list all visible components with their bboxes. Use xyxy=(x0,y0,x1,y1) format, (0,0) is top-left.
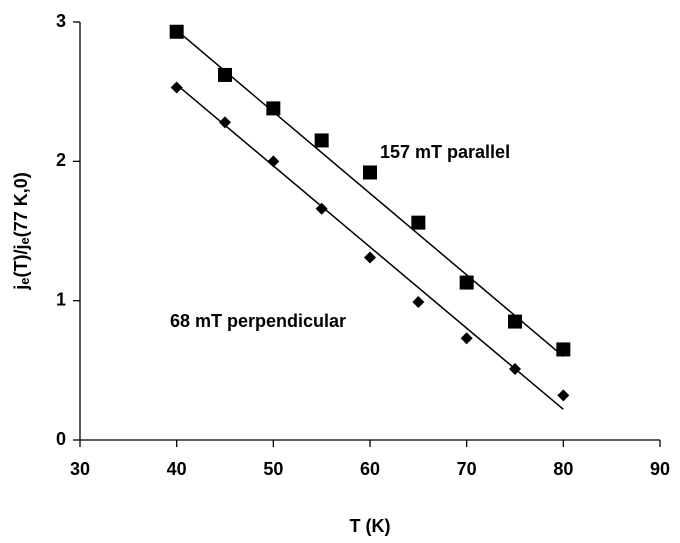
x-tick-label: 30 xyxy=(70,459,90,479)
annotation: 68 mT perpendicular xyxy=(170,311,346,331)
diamond-marker xyxy=(557,389,570,402)
square-marker xyxy=(218,67,232,82)
square-marker xyxy=(508,314,522,329)
x-tick-label: 50 xyxy=(263,459,283,479)
x-tick-label: 70 xyxy=(457,459,477,479)
diamond-marker xyxy=(412,296,425,309)
fit-line xyxy=(176,84,564,410)
x-tick-label: 40 xyxy=(167,459,187,479)
y-tick-label: 1 xyxy=(56,289,66,309)
square-marker xyxy=(314,133,329,148)
diamond-marker xyxy=(315,202,328,215)
diamond-marker xyxy=(267,155,280,168)
diamond-marker xyxy=(170,81,183,94)
square-marker xyxy=(169,24,184,39)
diamond-marker xyxy=(364,251,376,264)
y-tick-label: 0 xyxy=(56,429,66,449)
diamond-marker xyxy=(219,116,231,129)
x-axis-label: T (K) xyxy=(350,516,391,536)
square-marker xyxy=(363,165,377,180)
y-tick-label: 2 xyxy=(56,150,66,170)
diamond-marker xyxy=(460,332,473,345)
x-tick-label: 60 xyxy=(360,459,380,479)
x-tick-label: 90 xyxy=(650,459,670,479)
square-marker xyxy=(556,342,571,357)
y-axis-label: je(T)/je(77 K,0) xyxy=(11,172,33,291)
fit-line xyxy=(176,29,564,357)
square-marker xyxy=(266,101,281,116)
x-tick-label: 80 xyxy=(553,459,573,479)
y-tick-label: 3 xyxy=(56,11,66,31)
square-marker xyxy=(459,275,474,290)
annotation: 157 mT parallel xyxy=(380,142,510,162)
diamond-marker xyxy=(509,362,521,375)
square-marker xyxy=(411,215,426,230)
